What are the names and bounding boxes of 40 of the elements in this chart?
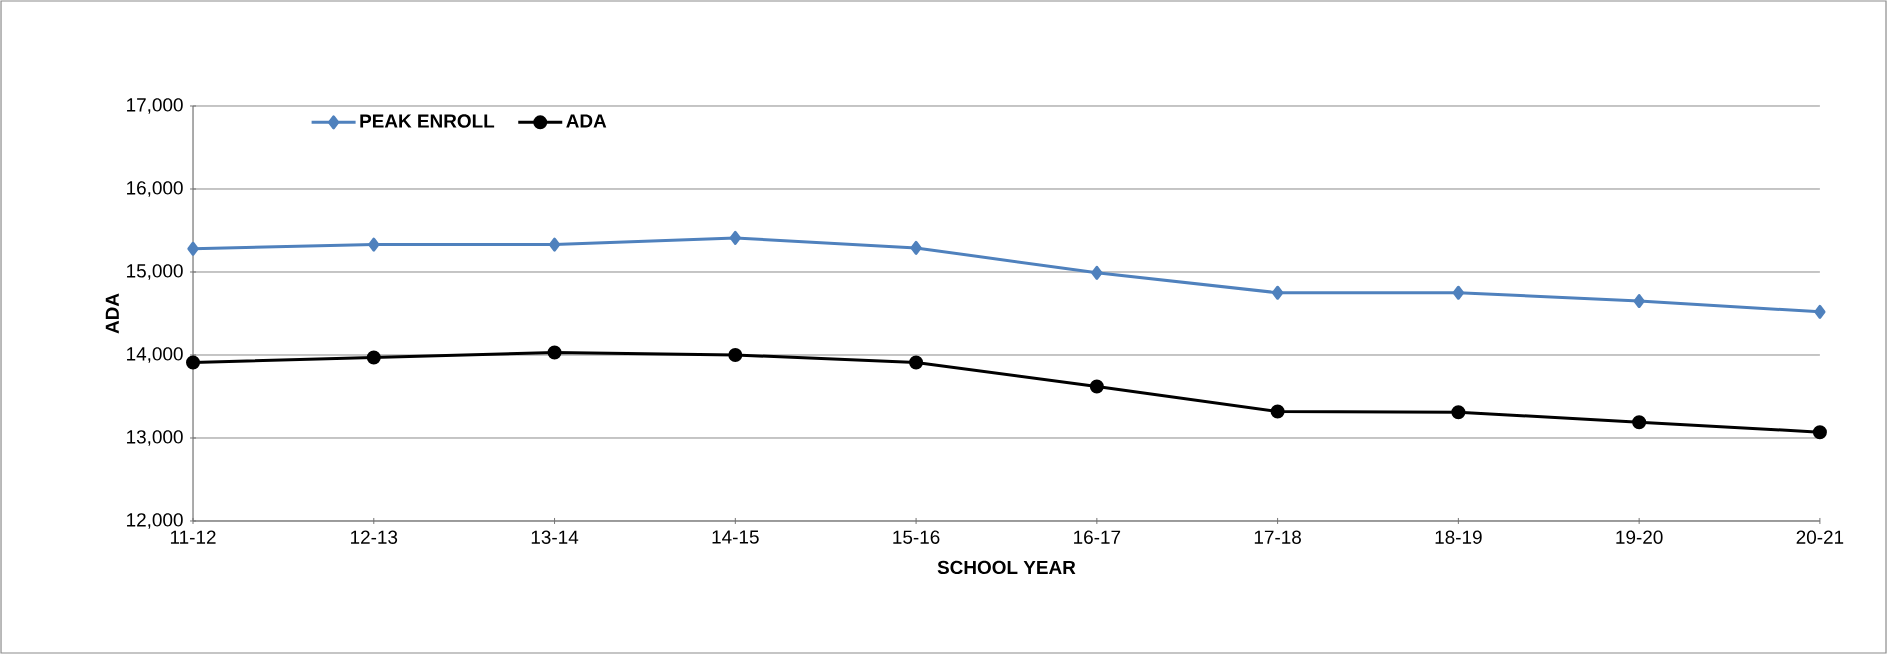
x-tick-label: 18-19 — [1435, 530, 1482, 544]
legend-label: PEAK ENROLL — [360, 114, 495, 128]
point — [548, 237, 561, 252]
x-tick-label: 15-16 — [893, 530, 940, 544]
y-tick-label: 16,000 — [127, 181, 183, 197]
x-tick-label: 11-12 — [170, 530, 216, 544]
x-tick-label: 14-15 — [712, 530, 759, 544]
point — [547, 345, 562, 360]
point — [368, 237, 380, 252]
x-tick-label: 12-13 — [351, 530, 398, 544]
point — [1814, 304, 1826, 319]
point — [1451, 405, 1466, 420]
x-tick-label: 19-20 — [1616, 530, 1663, 544]
point — [728, 347, 743, 362]
point — [1271, 285, 1284, 300]
y-tick-label: 12,000 — [127, 513, 183, 529]
point — [1633, 294, 1645, 309]
point — [1089, 379, 1104, 394]
x-axis-title: SCHOOL YEAR — [937, 560, 1076, 575]
point — [1270, 404, 1285, 419]
x-tick-label: 13-14 — [531, 530, 579, 544]
y-tick-label: 15,000 — [127, 264, 183, 280]
y-axis-title: ADA — [105, 293, 119, 334]
point — [366, 350, 381, 365]
point — [186, 355, 201, 370]
point — [909, 355, 924, 370]
x-tick-label: 17-18 — [1254, 530, 1301, 544]
point — [1812, 425, 1827, 440]
y-tick-label: 13,000 — [127, 430, 183, 446]
y-tick-label: 17,000 — [127, 98, 183, 114]
point — [1632, 415, 1647, 430]
x-tick-label: 16-17 — [1074, 530, 1121, 544]
point — [729, 230, 741, 245]
point — [910, 240, 922, 255]
point — [1452, 285, 1464, 300]
point — [187, 241, 199, 256]
legend-label: ADA — [566, 114, 607, 128]
x-tick-label: 20-21 — [1796, 530, 1844, 544]
point — [1091, 265, 1103, 280]
y-tick-label: 14,000 — [127, 347, 183, 363]
